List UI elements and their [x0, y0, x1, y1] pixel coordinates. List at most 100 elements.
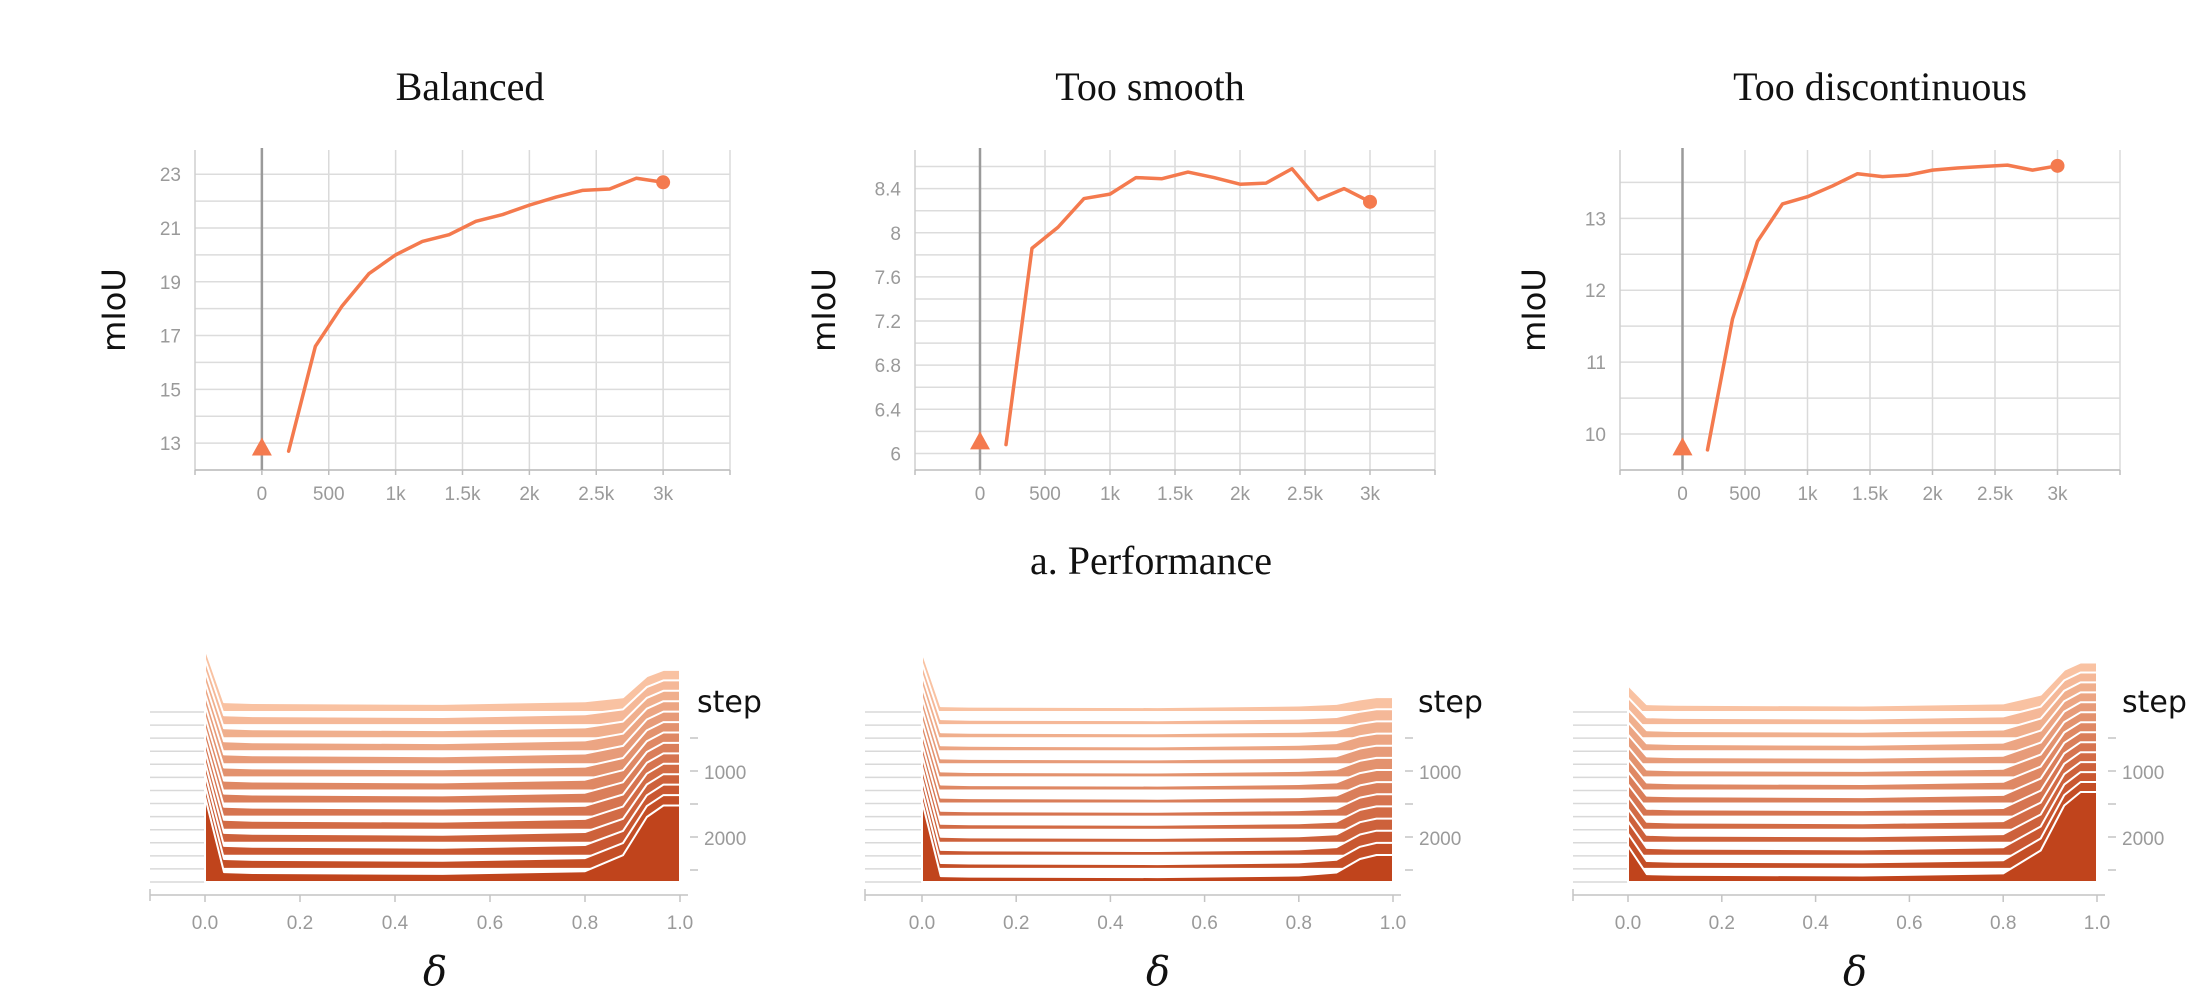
- x-tick-label: 0: [975, 484, 986, 505]
- y-tick-label: 11: [1586, 353, 1606, 374]
- y-tick-label: 8.4: [875, 180, 902, 201]
- x-tick-label: 0.8: [572, 913, 598, 934]
- x-tick-label: 1k: [1100, 484, 1121, 505]
- x-tick-label: 2.5k: [578, 484, 614, 505]
- x-tick-label: 2k: [1230, 484, 1251, 505]
- y-tick-label: 17: [160, 327, 181, 348]
- x-tick-label: 0.8: [1286, 913, 1312, 934]
- y-tick-label: 7.2: [875, 312, 901, 333]
- histogram-layer: [921, 788, 1394, 870]
- histogram-layer: [921, 707, 1394, 779]
- x-tick-label: 0.6: [1896, 913, 1922, 934]
- series-line: [1004, 167, 1372, 447]
- x-tick-label: 500: [1729, 484, 1761, 505]
- histogram-layer: [204, 658, 681, 727]
- x-tick-label: 0.4: [1802, 913, 1829, 934]
- x-tick-label: 0.4: [1097, 913, 1124, 934]
- x-tick-label: 0.2: [1709, 913, 1735, 934]
- step-tick-label: 1000: [1419, 763, 1461, 784]
- line-chart-3: Too discontinuous mIoU 0 500 1k 1.5k 2k 2.5k 3k 1…: [1515, 64, 2121, 505]
- step-tick-label: 2000: [1419, 829, 1461, 850]
- step-tick-label: 2000: [704, 829, 746, 850]
- histogram-layer: [921, 661, 1394, 727]
- histogram-layer: [921, 719, 1394, 792]
- x-tick-label: 1.5k: [1157, 484, 1193, 505]
- histogram-layer: [921, 730, 1394, 805]
- histogram-layer: [1627, 791, 2098, 883]
- y-tick-label: 23: [160, 165, 181, 186]
- x-tick-label: 2k: [519, 484, 540, 505]
- histogram-layer: [921, 777, 1394, 857]
- x-tick-label: 1.0: [2084, 913, 2110, 934]
- y-tick-label: 15: [160, 380, 181, 401]
- x-tick-label: 0.0: [909, 913, 935, 934]
- histogram-1: 0.0 0.2 0.4 0.6 0.8 1.0 step 1000 2000 δ: [149, 646, 762, 995]
- histogram-3: 0.0 0.2 0.4 0.6 0.8 1.0 step 1000 2000 δ: [1572, 661, 2187, 995]
- histogram-layer: [921, 684, 1394, 753]
- x-tick-label: 0.2: [1003, 913, 1029, 934]
- x-tick-label: 0.6: [477, 913, 503, 934]
- step-tick-label: 2000: [2122, 829, 2164, 850]
- y-tick-label: 8: [890, 224, 901, 245]
- y-axis-label: mIoU: [1515, 268, 1553, 352]
- end-marker: [656, 175, 671, 190]
- figure-caption: a. Performance: [1030, 538, 1272, 583]
- line-chart-2: Too smooth mIoU 0 500 1k 1.5k 2k 2.5k 3k 6 6.4 6.8 7…: [805, 64, 1436, 505]
- x-tick-label: 0.0: [1615, 913, 1641, 934]
- x-tick-label: 500: [1029, 484, 1061, 505]
- x-tick-label: 0: [257, 484, 268, 505]
- y-tick-label: 21: [160, 219, 181, 240]
- histogram-layer: [204, 795, 681, 883]
- end-marker: [2050, 158, 2065, 173]
- y-axis-label: mIoU: [805, 268, 843, 352]
- x-tick-label: 3k: [2047, 484, 2068, 505]
- x-tick-label: 0.8: [1990, 913, 2016, 934]
- x-tick-label: 3k: [1360, 484, 1381, 505]
- step-axis-label: step: [2122, 685, 2187, 720]
- x-tick-label: 1k: [386, 484, 407, 505]
- series-line: [286, 176, 665, 453]
- x-tick-label: 500: [313, 484, 345, 505]
- x-tick-label: 1.0: [1380, 913, 1406, 934]
- start-marker: [251, 437, 272, 456]
- x-axis-label: δ: [1146, 949, 1170, 995]
- histogram-layer: [921, 742, 1394, 818]
- step-tick-label: 1000: [704, 763, 746, 784]
- y-tick-label: 6.8: [875, 356, 901, 377]
- x-axis-label: δ: [1843, 949, 1867, 995]
- histogram-layer: [921, 650, 1394, 713]
- start-marker: [970, 431, 990, 450]
- x-tick-label: 0.4: [382, 913, 409, 934]
- x-tick-label: 1k: [1797, 484, 1818, 505]
- x-tick-label: 0.6: [1191, 913, 1217, 934]
- chart-title: Too discontinuous: [1733, 64, 2027, 109]
- y-tick-label: 13: [1585, 209, 1606, 230]
- y-tick-label: 13: [160, 434, 181, 455]
- histogram-layer: [921, 673, 1394, 740]
- x-tick-label: 1.5k: [445, 484, 481, 505]
- histogram-layer: [921, 753, 1394, 831]
- chart-title: Too smooth: [1055, 64, 1244, 109]
- line-chart-panels: Balanced mIoU 0 500 1k 1.5k 2k 2.5k 3k 13 15 17 19 21…: [95, 64, 2121, 505]
- line-chart-1: Balanced mIoU 0 500 1k 1.5k 2k 2.5k 3k 13 15 17 19 21…: [95, 64, 731, 505]
- y-tick-label: 10: [1585, 425, 1606, 446]
- x-tick-label: 2.5k: [1977, 484, 2013, 505]
- histogram-layer: [921, 696, 1394, 766]
- x-axis-label: δ: [423, 949, 447, 995]
- x-tick-label: 2k: [1922, 484, 1943, 505]
- histogram-layer: [921, 765, 1394, 844]
- y-tick-label: 19: [160, 273, 181, 294]
- x-tick-label: 0: [1677, 484, 1688, 505]
- histogram-layer: [1627, 661, 2098, 713]
- series-line: [1705, 163, 2060, 452]
- step-axis-label: step: [1418, 685, 1483, 720]
- end-marker: [1363, 194, 1377, 209]
- x-tick-label: 2.5k: [1287, 484, 1323, 505]
- y-axis-label: mIoU: [95, 268, 133, 352]
- x-tick-label: 0.2: [287, 913, 313, 934]
- y-tick-label: 6: [890, 444, 901, 465]
- step-axis-label: step: [697, 685, 762, 720]
- x-tick-label: 0.0: [192, 913, 218, 934]
- histogram-panels: 0.0 0.2 0.4 0.6 0.8 1.0 step 1000 2000 δ 0.0 0.2 0.4…: [149, 646, 2187, 995]
